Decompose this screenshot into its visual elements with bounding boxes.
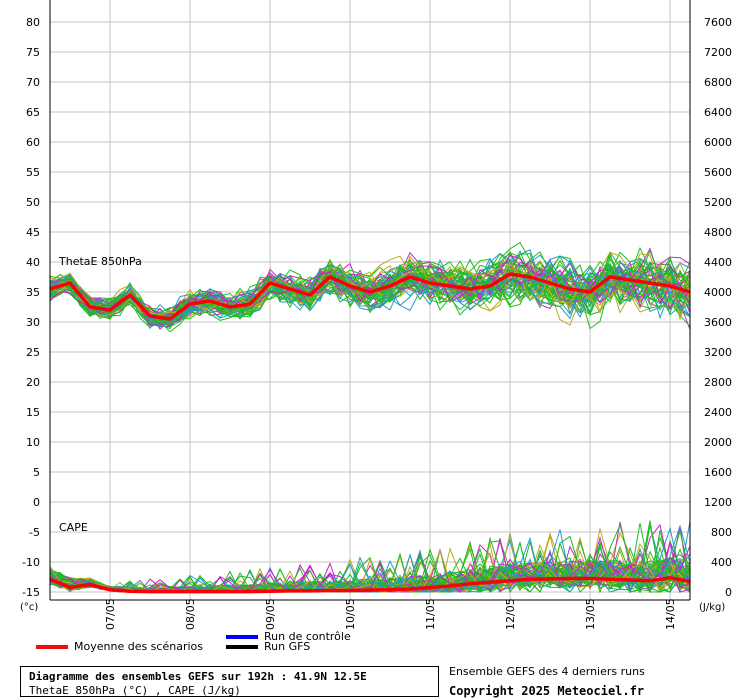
legend-gfs-swatch (226, 645, 258, 649)
ensemble-member-thetae (49, 255, 691, 328)
info-subtitle: ThetaE 850hPa (°C) , CAPE (J/kg) (29, 684, 241, 697)
right-tick-label: 3600 (704, 316, 732, 329)
date-tick-label: 12/05 (504, 598, 517, 630)
right-tick-label: 2000 (704, 436, 732, 449)
left-tick-label: -5 (29, 526, 40, 539)
left-tick-label: 45 (26, 226, 40, 239)
left-axis-unit: (°c) (20, 602, 38, 613)
right-tick-label: 5200 (704, 196, 732, 209)
date-tick-label: 09/05 (264, 598, 277, 630)
right-tick-label: 1200 (704, 496, 732, 509)
left-tick-label: 10 (26, 436, 40, 449)
mean-line-thetae (49, 272, 691, 321)
date-tick-label: 07/05 (104, 598, 117, 630)
left-tick-label: 0 (33, 496, 40, 509)
right-tick-label: 800 (711, 526, 732, 539)
left-tick-label: 5 (33, 466, 40, 479)
left-tick-label: -15 (22, 586, 40, 599)
left-tick-label: 35 (26, 286, 40, 299)
left-tick-label: 60 (26, 136, 40, 149)
right-axis-unit: (J/kg) (699, 602, 725, 613)
right-tick-label: 7600 (704, 16, 732, 29)
right-tick-label: 7200 (704, 46, 732, 59)
legend-mean-label: Moyenne des scénarios (74, 640, 203, 653)
left-tick-label: -10 (22, 556, 40, 569)
right-tick-label: 6400 (704, 106, 732, 119)
info-box: Diagramme des ensembles GEFS sur 192h : … (20, 666, 439, 697)
left-tick-label: 65 (26, 106, 40, 119)
left-tick-label: 15 (26, 406, 40, 419)
copyright: Copyright 2025 Meteociel.fr (449, 684, 645, 698)
ensemble-member-cape (49, 557, 691, 593)
ensemble-members (49, 241, 691, 594)
left-tick-label: 70 (26, 76, 40, 89)
left-tick-label: 75 (26, 46, 40, 59)
date-tick-label: 10/05 (344, 598, 357, 630)
right-tick-label: 2400 (704, 406, 732, 419)
mean-lines (49, 272, 691, 594)
date-tick-label: 13/05 (584, 598, 597, 630)
left-tick-label: 55 (26, 166, 40, 179)
right-tick-label: 6000 (704, 136, 732, 149)
legend-mean: Moyenne des scénarios (36, 640, 203, 653)
right-tick-label: 1600 (704, 466, 732, 479)
legend-control-label: Run de contrôle (264, 630, 351, 643)
right-tick-label: 4400 (704, 256, 732, 269)
left-tick-label: 50 (26, 196, 40, 209)
cape-panel-label: CAPE (59, 521, 88, 534)
left-tick-label: 80 (26, 16, 40, 29)
left-tick-label: 40 (26, 256, 40, 269)
right-tick-label: 2800 (704, 376, 732, 389)
left-tick-label: 30 (26, 316, 40, 329)
date-tick-label: 08/05 (184, 598, 197, 630)
info-title: Diagramme des ensembles GEFS sur 192h : … (29, 670, 367, 683)
ensemble-member-cape (49, 545, 691, 593)
right-tick-label: 4000 (704, 286, 732, 299)
right-tick-label: 3200 (704, 346, 732, 359)
legend-mean-swatch (36, 645, 68, 649)
ensemble-note: Ensemble GEFS des 4 derniers runs (449, 665, 645, 678)
right-tick-label: 6800 (704, 76, 732, 89)
right-tick-label: 400 (711, 556, 732, 569)
left-tick-label: 25 (26, 346, 40, 359)
ensemble-member-cape (49, 549, 691, 593)
ensemble-member-cape (49, 558, 691, 593)
date-tick-label: 14/05 (664, 598, 677, 630)
legend-gfs: Run GFS (226, 640, 310, 653)
ensemble-member-thetae (49, 268, 691, 330)
right-tick-label: 5600 (704, 166, 732, 179)
mean-line-cape (49, 576, 691, 594)
left-tick-label: 20 (26, 376, 40, 389)
legend-control-swatch (226, 635, 258, 639)
legend-control: Run de contrôle (226, 630, 351, 643)
date-tick-label: 11/05 (424, 598, 437, 630)
thetae-panel-label: ThetaE 850hPa (58, 255, 142, 268)
right-tick-label: 4800 (704, 226, 732, 239)
right-tick-label: 0 (725, 586, 732, 599)
legend-gfs-label: Run GFS (264, 640, 311, 653)
